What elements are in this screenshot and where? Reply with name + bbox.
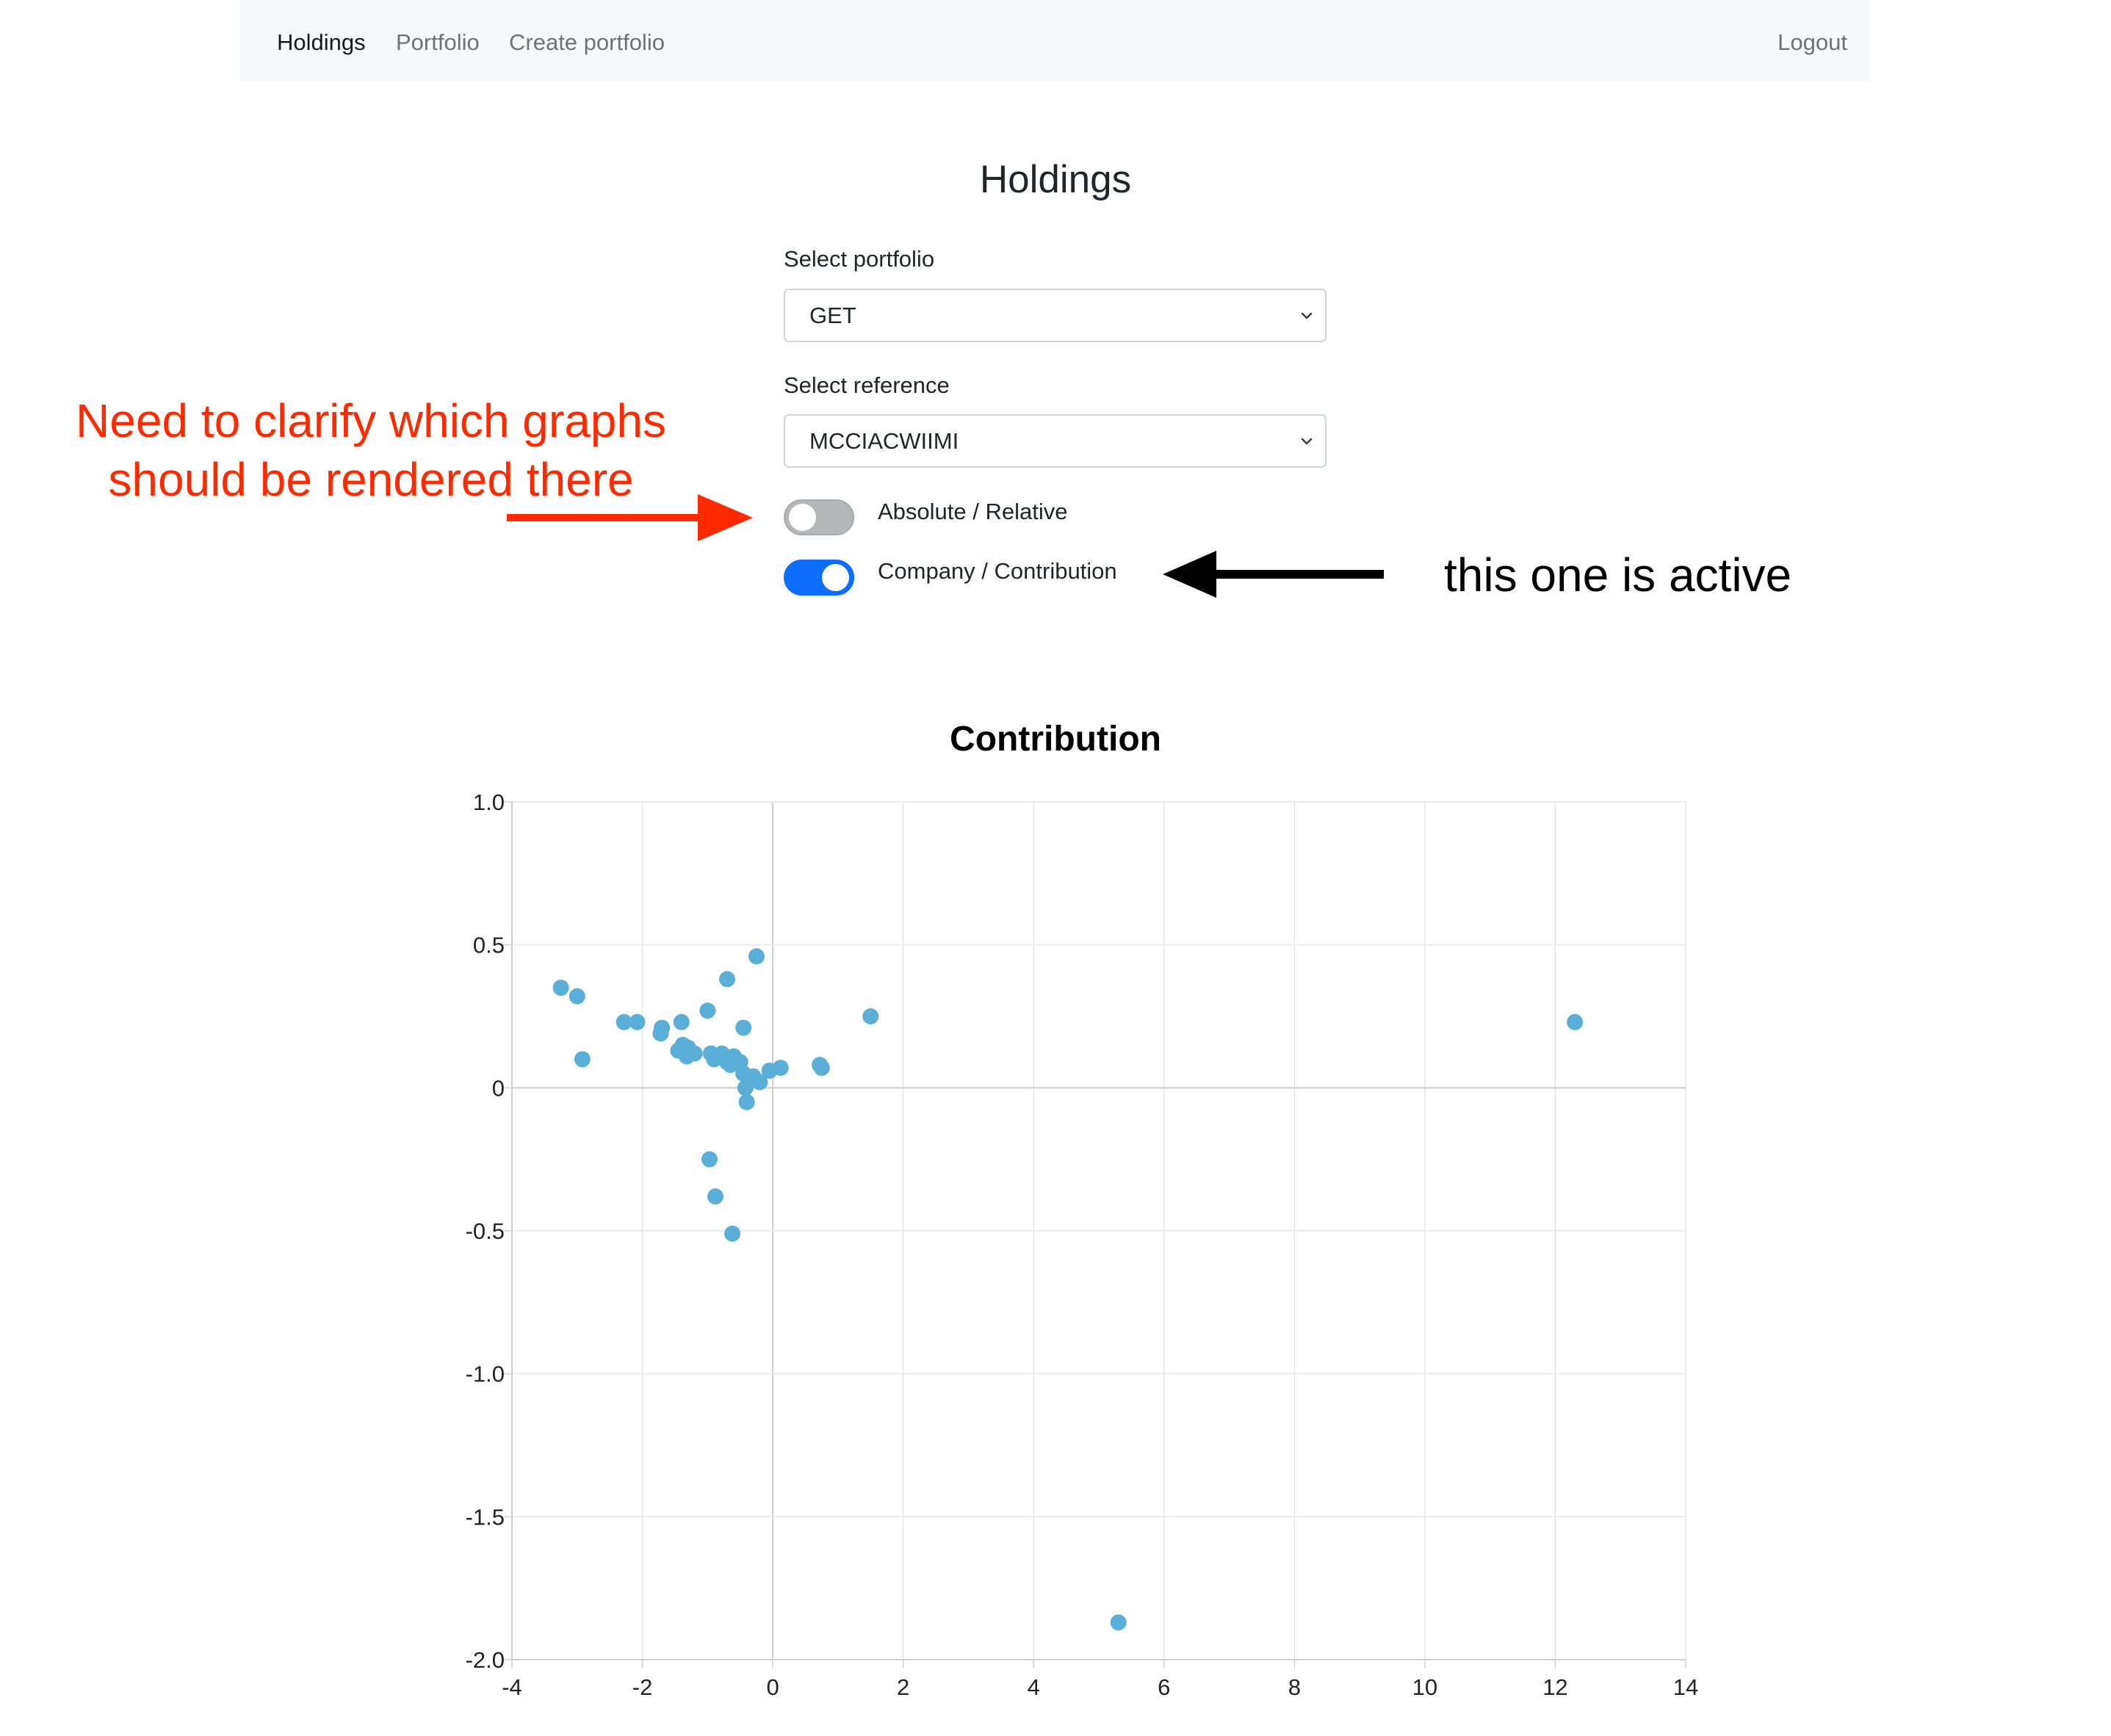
y-tick-label: 0.5 — [473, 933, 505, 958]
scatter-point[interactable] — [574, 1051, 591, 1068]
y-tick-label: -0.5 — [466, 1218, 505, 1244]
scatter-point[interactable] — [1110, 1614, 1127, 1631]
x-tick-label: 2 — [897, 1674, 909, 1700]
x-tick-label: 6 — [1158, 1674, 1170, 1700]
red-annotation-line-2: should be rendered there — [108, 453, 634, 506]
page-title: Holdings — [979, 158, 1132, 201]
scatter-point[interactable] — [738, 1093, 755, 1110]
x-tick-label: 4 — [1028, 1674, 1040, 1700]
x-tick-label: 0 — [766, 1674, 779, 1700]
nav-item-create-portfolio[interactable]: Create portfolio — [509, 29, 665, 55]
chart-axes — [503, 801, 1686, 1668]
scatter-point[interactable] — [629, 1013, 646, 1030]
chart-points — [552, 948, 1584, 1631]
toggle-knob — [789, 504, 816, 531]
y-tick-label: -2.0 — [466, 1647, 505, 1673]
y-tick-label: 1.0 — [473, 789, 505, 815]
scatter-point[interactable] — [707, 1188, 723, 1205]
scatter-point[interactable] — [724, 1225, 741, 1242]
nav-item-holdings[interactable]: Holdings — [277, 29, 366, 55]
scatter-point[interactable] — [718, 971, 735, 988]
x-tick-label: 8 — [1288, 1674, 1301, 1700]
navbar: Holdings Portfolio Create portfolio Logo… — [240, 0, 1871, 82]
scatter-point[interactable] — [1567, 1013, 1584, 1030]
nav-item-portfolio[interactable]: Portfolio — [396, 29, 480, 55]
red-annotation-line-1: Need to clarify which graphs — [76, 394, 666, 447]
reference-select[interactable]: MCCIACWIIMI — [784, 414, 1327, 468]
y-tick-label: 0 — [492, 1075, 505, 1101]
scatter-point[interactable] — [735, 1019, 752, 1036]
chevron-down-icon — [1301, 438, 1313, 445]
scatter-point[interactable] — [686, 1045, 703, 1062]
reference-select-label: Select reference — [784, 372, 950, 398]
scatter-point[interactable] — [737, 1079, 754, 1096]
x-tick-label: 12 — [1542, 1674, 1567, 1700]
portfolio-select-value: GET — [809, 303, 856, 328]
black-arrow-icon — [1163, 551, 1384, 598]
scatter-point[interactable] — [652, 1025, 669, 1042]
red-arrow-icon — [507, 494, 753, 541]
scatter-point[interactable] — [552, 980, 569, 997]
x-tick-label: 10 — [1412, 1674, 1437, 1700]
y-tick-label: -1.5 — [466, 1504, 505, 1530]
scatter-point[interactable] — [701, 1151, 718, 1168]
scatter-point[interactable] — [748, 948, 765, 965]
y-tick-label: -1.0 — [466, 1361, 505, 1387]
toggle-knob — [822, 564, 849, 591]
x-tick-label: -4 — [502, 1674, 522, 1700]
chart-title: Contribution — [950, 720, 1161, 759]
scatter-point[interactable] — [699, 1002, 716, 1019]
absolute-relative-label: Absolute / Relative — [878, 499, 1068, 524]
scatter-point[interactable] — [673, 1013, 690, 1030]
reference-select-value: MCCIACWIIMI — [809, 428, 959, 454]
scatter-point[interactable] — [616, 1013, 632, 1030]
chart-grid — [511, 801, 1686, 1660]
logout-link[interactable]: Logout — [1778, 29, 1847, 55]
scatter-point[interactable] — [862, 1008, 879, 1024]
scatter-point[interactable] — [751, 1074, 768, 1091]
portfolio-select-label: Select portfolio — [784, 246, 935, 272]
company-contribution-toggle[interactable] — [784, 560, 854, 596]
company-contribution-label: Company / Contribution — [878, 558, 1117, 584]
chevron-down-icon — [1301, 312, 1313, 319]
portfolio-select[interactable]: GET — [784, 289, 1327, 342]
absolute-relative-toggle[interactable] — [784, 499, 854, 535]
black-annotation-note: this one is active — [1444, 549, 1792, 601]
scatter-point[interactable] — [772, 1060, 789, 1077]
scatter-point[interactable] — [813, 1060, 830, 1077]
scatter-point[interactable] — [569, 988, 585, 1005]
x-tick-label: 14 — [1673, 1674, 1698, 1700]
red-annotation-note: Need to clarify which graphs should be r… — [29, 391, 712, 509]
x-tick-label: -2 — [632, 1674, 653, 1700]
chart-tick-labels: -4 -2 0 2 4 6 8 10 12 14 1.0 0.5 0 -0.5 -1.0 -1.5 -2.0 — [466, 789, 1699, 1700]
